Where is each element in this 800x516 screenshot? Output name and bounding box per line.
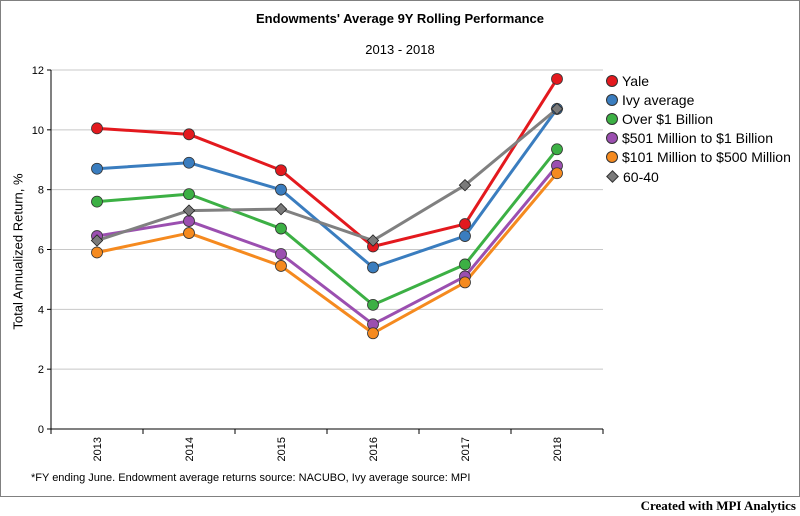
data-point [275,248,287,260]
x-tick-label: 2015 [276,437,288,461]
data-point [366,234,380,247]
x-tick-label: 2016 [368,437,380,461]
data-point [183,156,195,169]
footnote: *FY ending June. Endowment average retur… [31,472,471,484]
series-line [96,78,559,249]
legend-label: Over $1 Billion [622,110,714,127]
data-point [367,298,379,311]
data-point [274,202,288,216]
data-point [551,167,563,180]
data-point [91,246,103,259]
x-tick-label: 2014 [184,437,196,461]
chart-legend: Yale Ivy average Over $1 Billion $501 Milli… [606,71,791,186]
y-tick-label: 6 [38,245,44,257]
data-point [91,122,103,135]
legend-marker [606,132,618,145]
y-tick-label: 8 [38,185,44,197]
series-line [96,107,558,243]
y-tick-label: 4 [38,304,44,316]
data-point [459,230,471,242]
legend-item: $101 Million to $500 Million [606,148,791,167]
legend-marker [606,93,618,106]
data-point [551,143,563,156]
data-point [90,234,104,247]
y-tick-label: 10 [32,125,44,137]
data-point [91,195,103,208]
legend-item: Yale [606,71,791,90]
series-line [96,108,559,269]
data-point [183,128,195,141]
data-point [182,204,196,217]
data-point [275,222,287,235]
data-point [367,261,379,274]
data-point [275,260,287,272]
data-point [459,258,471,271]
data-point [183,188,195,201]
credit-label: Created with MPI Analytics [640,498,796,513]
legend-label: $501 Million to $1 Billion [622,130,773,147]
legend-item: $501 Million to $1 Billion [606,129,791,148]
data-point [459,276,471,289]
legend-label: Ivy average [622,91,695,108]
series-line [96,172,559,335]
data-point [458,178,472,192]
data-point [275,164,287,177]
legend-marker [606,170,619,183]
legend-item: 60-40 [606,167,791,186]
data-point [91,162,103,175]
y-tick-label: 2 [38,364,44,376]
data-point [550,102,564,116]
y-tick-label: 0 [38,424,44,436]
chart-title: Endowments' Average 9Y Rolling Performan… [256,11,544,26]
legend-marker [606,74,618,87]
x-tick-label: 2017 [460,437,472,461]
legend-label: 60-40 [623,168,659,185]
data-point [551,73,563,85]
y-tick-label: 12 [32,65,44,77]
data-point [367,327,379,340]
chart-subtitle: 2013 - 2018 [365,42,435,57]
chart-frame [0,0,800,497]
data-point [183,215,195,227]
series-line [96,164,559,326]
x-tick-label: 2013 [92,437,104,461]
legend-label: Yale [622,72,649,89]
legend-item: Ivy average [606,90,791,109]
x-tick-label: 2018 [552,437,564,461]
legend-marker [606,112,618,125]
data-point [275,183,287,196]
data-point [459,218,471,230]
series-line [96,148,559,307]
legend-marker [606,151,618,164]
legend-label: $101 Million to $500 Million [622,149,791,166]
data-point [183,227,195,239]
legend-item: Over $1 Billion [606,109,791,128]
